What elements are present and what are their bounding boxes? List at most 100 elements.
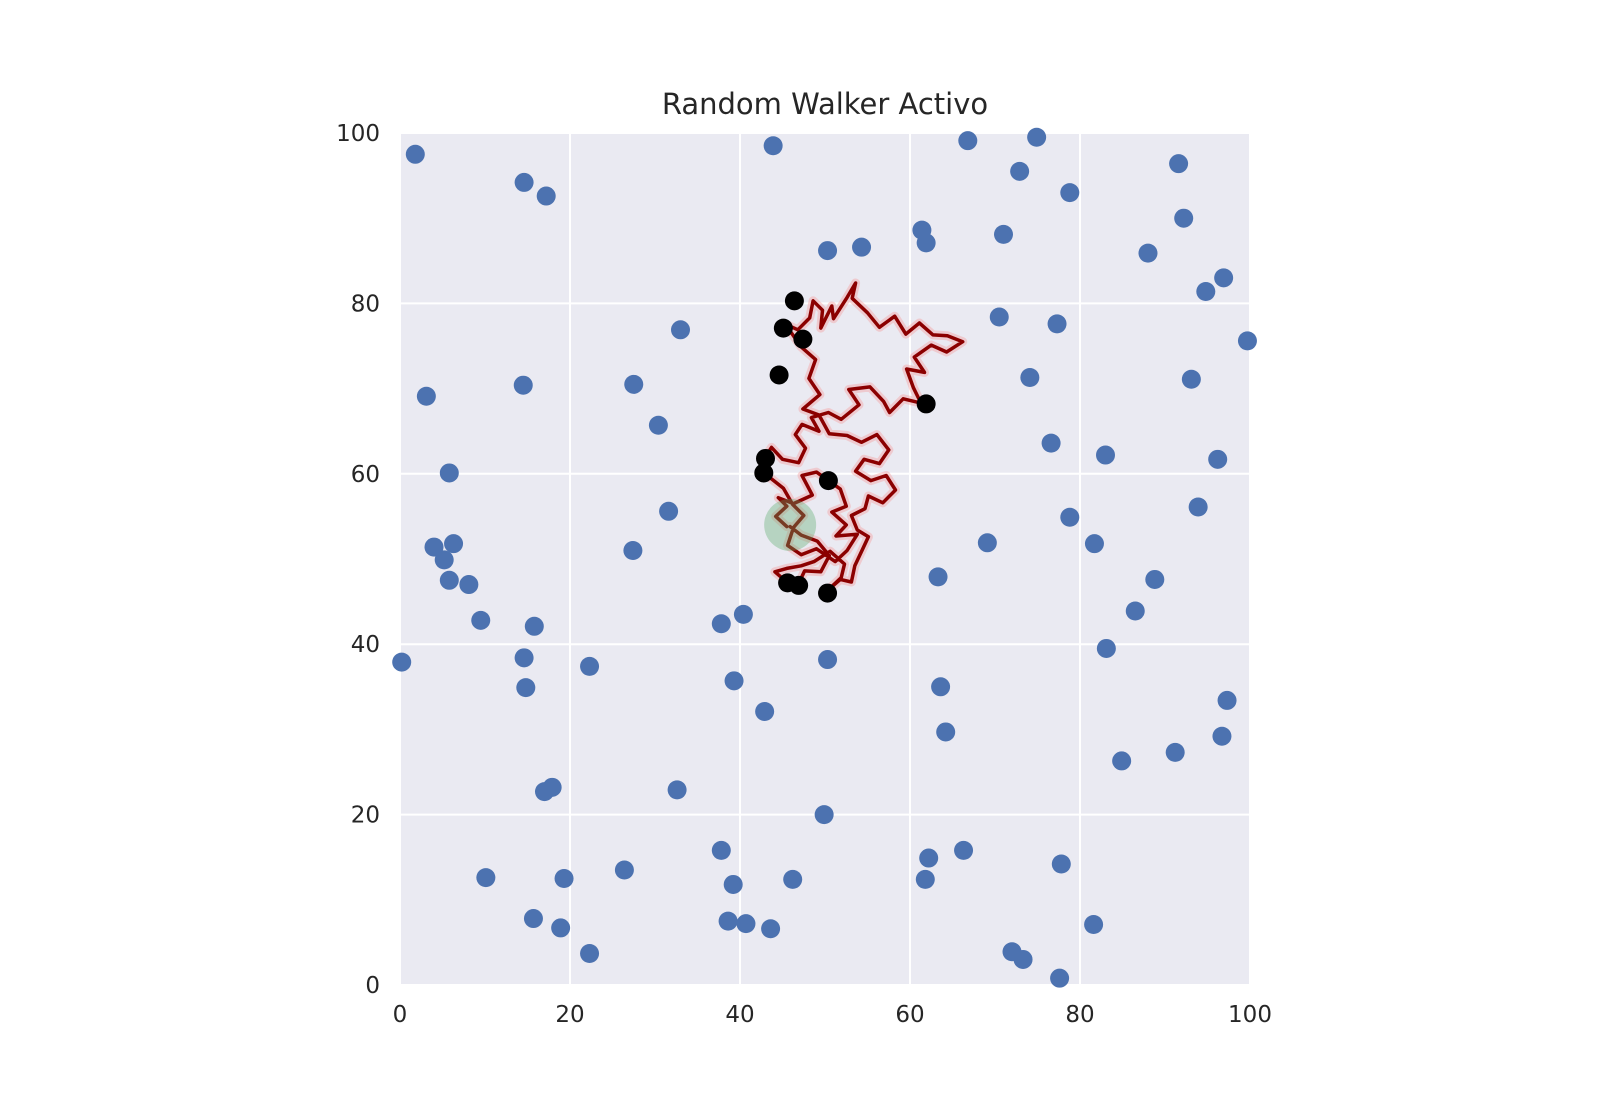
data-point — [554, 869, 574, 888]
data-point — [623, 540, 643, 560]
data-point — [514, 648, 534, 668]
active-walker-layer — [764, 498, 817, 551]
data-point — [1050, 968, 1070, 988]
data-point — [1096, 638, 1116, 658]
data-point — [1010, 161, 1030, 181]
data-point — [958, 131, 978, 151]
data-point — [434, 550, 454, 570]
data-point — [1181, 369, 1201, 389]
data-point — [1027, 127, 1047, 147]
data-point — [977, 533, 997, 553]
data-point — [1138, 243, 1158, 263]
data-point — [1196, 281, 1216, 301]
data-point — [580, 656, 600, 676]
data-point — [439, 463, 459, 483]
data-point — [733, 604, 753, 624]
walker-path-layer — [757, 278, 968, 595]
data-point — [1145, 569, 1165, 589]
data-point — [648, 415, 668, 435]
x-tick-label: 20 — [555, 1002, 584, 1028]
data-point — [1051, 854, 1071, 874]
captured-point — [773, 318, 793, 338]
data-point — [711, 614, 731, 634]
data-point — [1020, 368, 1040, 388]
walker-path-line — [760, 281, 965, 593]
data-point — [954, 840, 974, 860]
data-point — [763, 136, 783, 156]
data-point — [718, 911, 738, 931]
data-point — [580, 943, 600, 963]
data-point — [1214, 268, 1234, 288]
data-point — [471, 610, 491, 630]
data-point — [535, 782, 554, 802]
data-point — [392, 652, 412, 672]
x-tick-label: 0 — [393, 1002, 408, 1028]
captured-point — [784, 291, 804, 311]
data-point — [424, 537, 444, 557]
y-tick-label: 0 — [365, 973, 380, 999]
data-point — [516, 678, 536, 698]
data-point — [916, 233, 936, 253]
data-point — [1169, 154, 1189, 174]
data-point — [711, 840, 731, 860]
data-point — [1237, 331, 1257, 351]
captured-point — [793, 329, 813, 349]
data-point — [936, 722, 956, 742]
data-point — [536, 186, 556, 206]
data-point — [405, 144, 425, 164]
data-point — [1125, 601, 1145, 621]
data-point — [1096, 445, 1115, 465]
data-point — [989, 307, 1009, 327]
y-tick-label: 80 — [351, 291, 380, 317]
data-point — [994, 224, 1013, 244]
data-point — [523, 909, 543, 929]
data-point — [931, 677, 951, 697]
data-point — [928, 567, 948, 587]
data-point — [723, 874, 743, 894]
data-point — [551, 918, 571, 938]
captured-points-layer — [754, 291, 936, 603]
data-point — [1047, 314, 1067, 334]
data-point — [818, 650, 838, 670]
data-point — [671, 320, 690, 340]
captured-point — [789, 575, 809, 595]
data-point — [444, 534, 464, 554]
data-point — [614, 860, 634, 880]
data-point — [761, 919, 781, 939]
data-point — [513, 375, 533, 395]
data-point — [852, 237, 872, 257]
chart-title: Random Walker Activo — [662, 87, 988, 121]
data-point — [1217, 690, 1237, 710]
y-tick-label: 20 — [351, 803, 380, 829]
captured-point — [754, 463, 774, 483]
data-point — [1041, 433, 1061, 453]
data-point — [1208, 449, 1228, 469]
data-point — [736, 914, 756, 934]
data-point — [459, 575, 479, 595]
data-point — [416, 386, 436, 406]
data-point — [915, 869, 935, 889]
data-point — [659, 501, 679, 521]
data-point — [1060, 183, 1080, 203]
data-point — [624, 374, 644, 394]
data-point — [919, 848, 939, 868]
y-tick-label: 100 — [336, 121, 380, 147]
free-points-layer — [392, 127, 1257, 988]
x-tick-label: 40 — [725, 1002, 754, 1028]
data-point — [1212, 726, 1232, 746]
data-point — [1165, 742, 1185, 762]
captured-point — [818, 471, 838, 491]
data-point — [524, 616, 544, 636]
tick-labels: 0 20 40 60 80 100 0 20 40 60 80 100 — [336, 121, 1272, 1028]
x-tick-label: 60 — [895, 1002, 924, 1028]
captured-point — [769, 365, 789, 385]
x-tick-label: 80 — [1065, 1002, 1094, 1028]
x-tick-label: 100 — [1228, 1002, 1272, 1028]
data-point — [814, 805, 834, 825]
y-tick-label: 40 — [351, 632, 380, 658]
data-point — [1060, 507, 1080, 527]
data-point — [1188, 497, 1208, 517]
data-point — [755, 702, 775, 722]
